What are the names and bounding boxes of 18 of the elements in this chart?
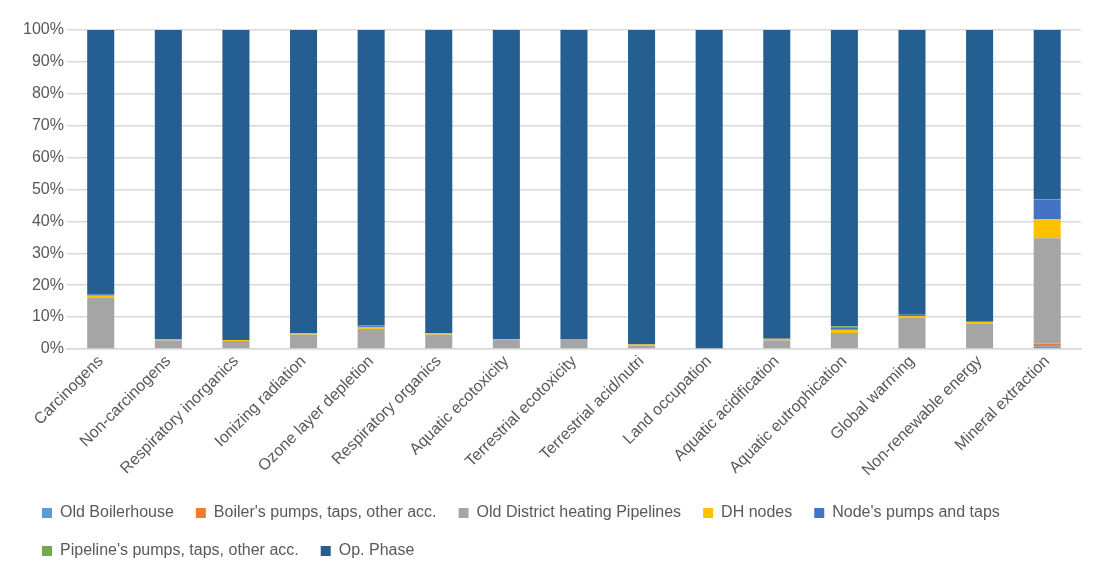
y-tick-label: 80%	[31, 84, 64, 102]
y-tick-label: 100%	[23, 20, 64, 38]
legend-label: Pipeline's pumps, taps, other acc.	[60, 541, 299, 559]
y-tick-label: 70%	[31, 116, 64, 134]
y-tick-label: 0%	[40, 339, 64, 357]
y-tick-label: 50%	[31, 179, 64, 197]
y-tick-label: 30%	[31, 243, 64, 261]
legend-label: DH nodes	[721, 503, 793, 521]
legend-label: Node's pumps and taps	[832, 503, 1000, 521]
legend-label: Boiler's pumps, taps, other acc.	[213, 503, 437, 521]
y-tick-label: 40%	[31, 211, 64, 229]
y-tick-label: 10%	[31, 307, 64, 325]
y-tick-label: 20%	[31, 275, 64, 293]
legend-label: Op. Phase	[338, 541, 415, 559]
y-tick-label: 90%	[31, 52, 64, 70]
y-tick-label: 60%	[31, 147, 64, 165]
legend-label: Old District heating Pipelines	[476, 503, 682, 521]
legend-label: Old Boilerhouse	[60, 503, 174, 521]
